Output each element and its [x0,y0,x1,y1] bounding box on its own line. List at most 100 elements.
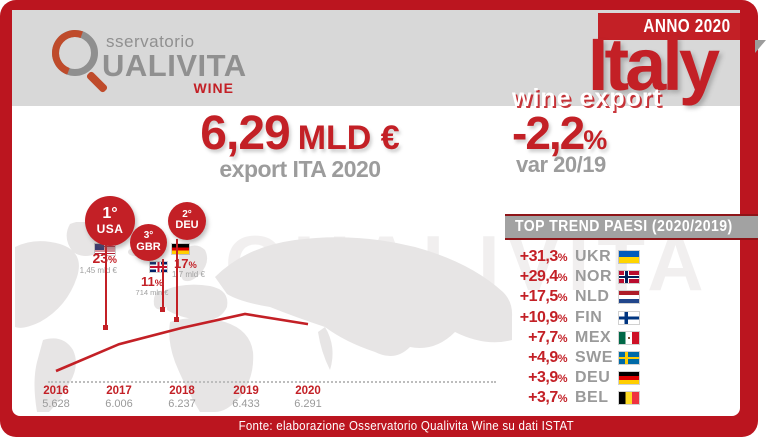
trend-value: +17,5 [519,288,558,306]
flag-icon [619,291,639,304]
source-note-text: Fonte: elaborazione Osservatorio Qualivi… [238,419,575,433]
year-value: 6.237 [168,398,196,411]
trend-value-cell: +17,5% [505,288,568,306]
percent-sign: % [557,252,568,265]
usa-share: 23% [58,250,117,266]
year-label: 2019 [233,385,259,397]
gbr-share-unit: % [154,278,164,288]
magnifier-arc [44,22,106,84]
usa-share-value: 23 [92,250,109,266]
trend-country-code: DEU [575,369,611,387]
gbr-amount: 714 mln € [135,288,169,297]
usa-code: USA [96,222,124,237]
year-tick: 2020 6.291 [294,385,322,411]
trend-value: +7,7 [528,328,558,346]
trend-row: +17,5% NLD [505,287,758,307]
deu-rank: 2° [182,208,192,220]
variation-kpi: -2,2% var 20/19 [512,110,682,178]
flag-icon [619,311,639,324]
year-value: 6.433 [232,398,260,411]
top-trend-list: +31,3% UKR +29,4% NOR +17,5% NLD +10,9% FIN … [505,247,758,409]
year-label: 2018 [169,385,195,397]
year-label: 2016 [43,385,69,397]
variation-unit: % [583,125,608,155]
trend-value-cell: +4,9% [505,349,567,367]
trend-country-code: MEX [575,328,612,346]
deu-marker-line [176,239,178,317]
gbr-marker-line [162,259,164,307]
export-unit: MLD € [297,119,400,157]
export-value: 6,29 [200,107,290,160]
logo-name-text: UALIVITA [102,48,247,83]
flag-icon [619,372,639,385]
year-tick: 2017 6.006 [105,385,133,411]
trend-value: +3,9 [528,369,558,387]
year-tick: 2016 5.628 [42,385,70,411]
gbr-flag-icon [150,262,167,272]
variation-value: -2,2 [512,107,585,159]
trend-row: +3,7% BEL [505,388,758,408]
variation-value-line: -2,2% [512,110,682,156]
trend-country-code: FIN [575,308,603,326]
source-note: Fonte: elaborazione Osservatorio Qualivi… [0,419,758,433]
badge-fold-shadow [755,40,766,53]
year-value: 6.291 [294,398,322,411]
usa-marker-line [105,244,107,325]
percent-sign: % [557,292,568,305]
trend-value: +3,7 [528,389,558,407]
flag-icon [619,352,639,365]
trend-row: +3,9% DEU [505,368,758,388]
gbr-code: GBR [136,240,161,253]
year-label: 2020 [295,385,321,397]
flag-icon [619,331,639,344]
percent-sign: % [557,312,568,325]
gbr-rank: 3° [143,230,154,242]
trend-country-code: NLD [575,288,610,306]
year-tick: 2018 6.237 [168,385,196,411]
logo-wine-text: WINE [193,80,234,96]
usa-rank: 1° [102,205,118,223]
export-kpi-value-line: 6,29 MLD € [150,110,450,158]
trend-value-cell: +29,4% [505,268,568,286]
trend-value: +4,9 [528,349,558,367]
world-map [15,222,513,412]
trend-value-cell: +7,7% [505,329,567,347]
year-value: 5.628 [42,398,70,411]
export-label: export ITA 2020 [219,156,381,182]
gbr-share-value: 11 [140,274,155,289]
trend-row: +10,9% FIN [505,308,758,328]
flag-icon [619,392,639,405]
top-trend-header: TOP TREND PAESI (2020/2019) [505,214,758,240]
trend-value-cell: +3,9% [505,369,567,387]
usa-rank-bubble: 1° USA [85,196,135,246]
flag-icon [619,251,639,264]
usa-share-unit: % [108,255,117,266]
gbr-marker-point [160,307,165,312]
year-badge: ANNO 2020 [598,13,740,40]
trend-value-cell: +10,9% [505,309,568,327]
magnifier-icon [52,30,98,76]
deu-flag-icon [172,244,189,254]
top-trend-title: TOP TREND PAESI (2020/2019) [515,218,733,235]
trend-value: +29,4 [519,268,558,286]
flag-icon [619,271,639,284]
trend-row: +29,4% NOR [505,267,758,287]
deu-marker-point [174,317,179,322]
percent-sign: % [557,272,568,285]
export-trend-chart [55,312,309,373]
timeline-axis [48,381,496,383]
trend-country-code: BEL [575,389,609,407]
page-title: Italy [587,23,720,106]
trend-line [55,312,309,373]
trend-country-code: UKR [575,248,612,266]
trend-country-code: NOR [575,268,613,286]
deu-rank-bubble: 2° DEU [168,202,206,240]
year-value: 6.006 [105,398,133,411]
trend-country-code: SWE [575,349,613,367]
gbr-share: 11% [130,274,174,289]
percent-sign: % [557,373,568,386]
trend-value-cell: +3,7% [505,389,567,407]
year-label: 2017 [106,385,132,397]
trend-value-cell: +31,3% [505,248,568,266]
year-badge-text: ANNO 2020 [643,16,731,36]
